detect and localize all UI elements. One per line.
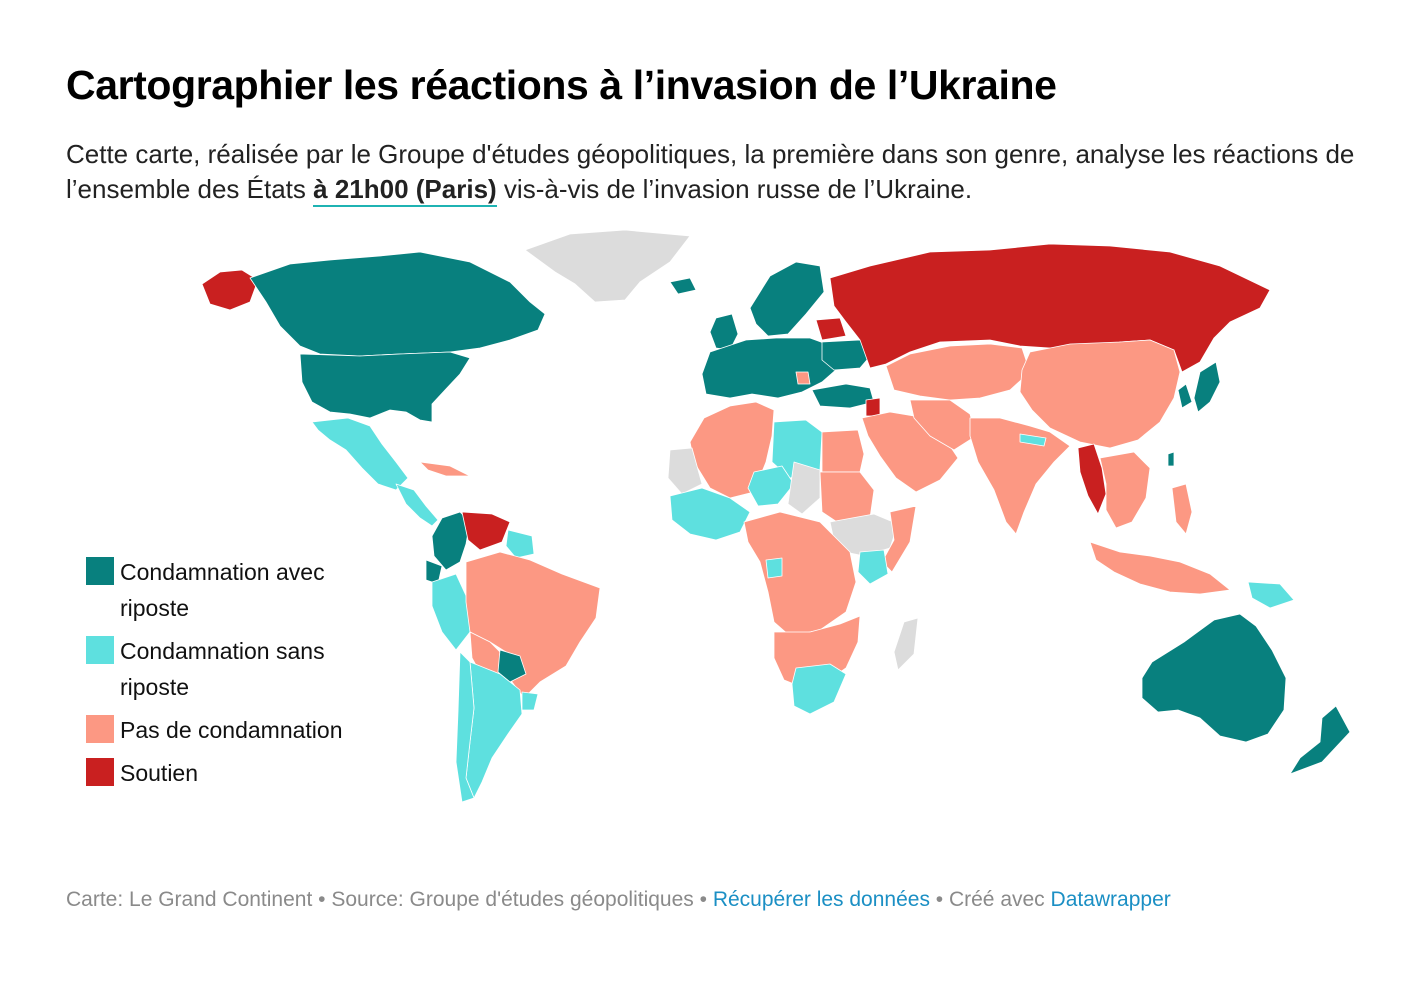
country-korea[interactable] (1177, 383, 1193, 409)
country-kenya[interactable] (857, 549, 889, 585)
country-paraguay[interactable] (497, 649, 527, 683)
country-japan[interactable] (1193, 361, 1221, 413)
country-peru[interactable] (431, 573, 471, 651)
legend-label: Pas de condamnation (120, 717, 343, 743)
country-venezuela[interactable] (461, 511, 511, 551)
country-belarus[interactable] (815, 317, 847, 341)
country-iceland[interactable] (669, 277, 697, 295)
download-data-link[interactable]: Récupérer les données (712, 888, 930, 911)
country-southeast-asia[interactable] (1099, 451, 1151, 529)
country-china[interactable] (1019, 339, 1181, 449)
country-nepal[interactable] (1019, 433, 1047, 447)
legend-label: Soutien (120, 760, 199, 786)
country-philippines[interactable] (1171, 483, 1193, 535)
map-legend: Condamnation avec riposte Condamnation s… (86, 554, 386, 798)
legend-swatch (86, 715, 114, 743)
footer-source: Source: Groupe d'études géopolitiques (331, 888, 694, 911)
country-mexico[interactable] (311, 417, 409, 491)
country-greenland[interactable] (524, 229, 691, 303)
world-map[interactable] (170, 222, 1370, 812)
legend-swatch (86, 636, 114, 664)
country-somalia[interactable] (881, 505, 917, 573)
country-taiwan[interactable] (1167, 451, 1175, 467)
map-footer: Carte: Le Grand Continent • Source: Grou… (66, 888, 1171, 912)
country-uruguay[interactable] (521, 691, 539, 711)
time-highlight: à 21h00 (Paris) (313, 174, 497, 207)
subtitle-text-1: Cette carte, réalisée par le Groupe d'ét… (66, 139, 1355, 204)
legend-item-pas-de-condamnation: Pas de condamnation (86, 712, 386, 748)
legend-swatch (86, 557, 114, 585)
legend-item-condamnation-sans-riposte: Condamnation sans riposte (86, 633, 386, 705)
map-title: Cartographier les réactions à l’invasion… (66, 62, 1057, 108)
country-guianas[interactable] (505, 529, 535, 559)
footer-credit: Carte: Le Grand Continent (66, 888, 313, 911)
country-central-asia[interactable] (885, 343, 1031, 401)
country-canada[interactable] (249, 251, 546, 357)
country-png[interactable] (1247, 581, 1295, 609)
country-central-america[interactable] (395, 483, 439, 527)
footer-separator: • (312, 888, 332, 911)
country-turkey[interactable] (811, 383, 875, 409)
country-new-zealand[interactable] (1289, 705, 1351, 775)
country-usa[interactable] (299, 351, 471, 423)
map-subtitle: Cette carte, réalisée par le Groupe d'ét… (66, 137, 1356, 207)
country-cuba[interactable] (419, 461, 471, 477)
country-gabon[interactable] (765, 557, 783, 579)
legend-swatch (86, 758, 114, 786)
country-madagascar[interactable] (893, 617, 919, 671)
country-alaska[interactable] (201, 269, 259, 311)
country-niger[interactable] (747, 465, 795, 507)
country-scandinavia[interactable] (749, 261, 825, 337)
country-south-africa[interactable] (791, 663, 847, 715)
legend-label: Condamnation sans riposte (120, 638, 325, 700)
country-australia[interactable] (1141, 613, 1287, 743)
country-india[interactable] (969, 417, 1071, 535)
footer-separator: • Créé avec (929, 888, 1051, 911)
country-chile[interactable] (455, 651, 475, 803)
legend-label: Condamnation avec riposte (120, 559, 325, 621)
legend-item-soutien: Soutien (86, 755, 386, 791)
country-iran[interactable] (909, 399, 977, 451)
country-chad[interactable] (787, 461, 821, 515)
subtitle-text-2: vis-à-vis de l’invasion russe de l’Ukrai… (496, 174, 973, 204)
country-western-sahara[interactable] (667, 447, 703, 495)
country-indonesia[interactable] (1089, 541, 1231, 595)
country-myanmar[interactable] (1077, 443, 1107, 515)
country-egypt[interactable] (821, 429, 865, 473)
legend-item-condamnation-avec-riposte: Condamnation avec riposte (86, 554, 386, 626)
datawrapper-link[interactable]: Datawrapper (1050, 888, 1171, 911)
country-syria[interactable] (865, 397, 881, 417)
country-serbia[interactable] (795, 371, 811, 385)
country-west-africa[interactable] (669, 487, 751, 541)
footer-separator: • (693, 888, 713, 911)
